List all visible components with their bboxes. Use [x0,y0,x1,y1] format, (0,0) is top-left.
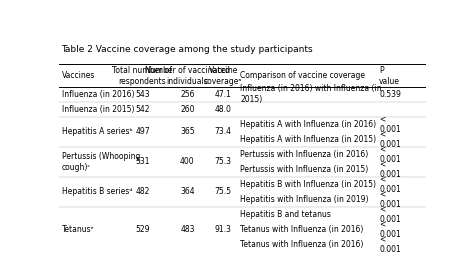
Text: Table 2 Vaccine coverage among the study participants: Table 2 Vaccine coverage among the study… [61,45,313,54]
Text: 483: 483 [180,225,195,234]
Text: 400: 400 [180,157,195,166]
Text: 482: 482 [135,187,150,196]
Text: Pertussis with Influenza (in 2016): Pertussis with Influenza (in 2016) [240,150,368,159]
Text: 0.539: 0.539 [379,90,401,99]
Text: 542: 542 [135,105,150,114]
Text: 48.0: 48.0 [215,105,232,114]
Text: 75.5: 75.5 [215,187,232,196]
Text: Hepatitis B with Influenza (in 2015): Hepatitis B with Influenza (in 2015) [240,180,376,189]
Text: <
0.001: < 0.001 [379,234,401,254]
Text: Number of vaccinated
individuals: Number of vaccinated individuals [145,66,230,86]
Text: Hepatitis A with Influenza (in 2015): Hepatitis A with Influenza (in 2015) [240,135,377,144]
Text: <
0.001: < 0.001 [379,174,401,194]
Text: <
0.001: < 0.001 [379,219,401,239]
Text: <
0.001: < 0.001 [379,189,401,209]
Text: <
0.001: < 0.001 [379,114,401,134]
Text: 260: 260 [180,105,195,114]
Text: Hepatitis A with Influenza (in 2016): Hepatitis A with Influenza (in 2016) [240,120,377,129]
Text: 497: 497 [135,127,150,136]
Text: Pertussis (Whooping
cough)ᶜ: Pertussis (Whooping cough)ᶜ [62,152,140,172]
Text: 47.1: 47.1 [215,90,232,99]
Text: 531: 531 [135,157,150,166]
Text: Comparison of vaccine coverage: Comparison of vaccine coverage [240,71,365,80]
Text: Tetanus with Influenza (in 2016): Tetanus with Influenza (in 2016) [240,225,364,234]
Text: 529: 529 [135,225,150,234]
Text: Tetanus with Influenza (in 2016): Tetanus with Influenza (in 2016) [240,240,364,249]
Text: <
0.001: < 0.001 [379,144,401,164]
Text: 543: 543 [135,90,150,99]
Text: Vaccine
coverageᵃ: Vaccine coverageᵃ [204,66,242,86]
Text: P
value: P value [379,66,400,86]
Text: Influenza (in 2016): Influenza (in 2016) [62,90,134,99]
Text: Total number of
respondents: Total number of respondents [113,66,173,86]
Text: Tetanusᵉ: Tetanusᵉ [62,225,95,234]
Text: Hepatitis A seriesᵇ: Hepatitis A seriesᵇ [62,127,133,136]
Text: Influenza (in 2016) with Influenza (in
2015): Influenza (in 2016) with Influenza (in 2… [240,84,382,104]
Text: <
0.001: < 0.001 [379,204,401,224]
Text: Hepatitis with Influenza (in 2019): Hepatitis with Influenza (in 2019) [240,195,369,204]
Text: <
0.001: < 0.001 [379,159,401,179]
Text: Hepatitis B seriesᵈ: Hepatitis B seriesᵈ [62,187,132,196]
Text: 75.3: 75.3 [215,157,232,166]
Text: 73.4: 73.4 [215,127,232,136]
Text: 256: 256 [180,90,195,99]
Text: <
0.001: < 0.001 [379,129,401,150]
Text: Vaccines: Vaccines [62,71,96,80]
Text: Influenza (in 2015): Influenza (in 2015) [62,105,134,114]
Text: 364: 364 [180,187,195,196]
Text: Hepatitis B and tetanus: Hepatitis B and tetanus [240,210,331,219]
Text: Pertussis with Influenza (in 2015): Pertussis with Influenza (in 2015) [240,165,368,174]
Text: 365: 365 [180,127,195,136]
Text: 91.3: 91.3 [215,225,232,234]
